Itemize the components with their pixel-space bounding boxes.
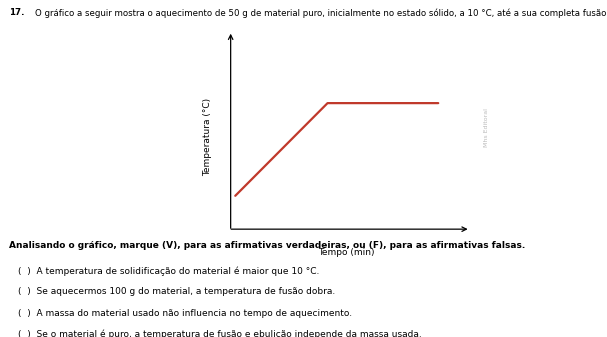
Text: (  )  A massa do material usado não influencia no tempo de aquecimento.: ( ) A massa do material usado não influe… xyxy=(18,309,352,318)
Text: (  )  Se aquecermos 100 g do material, a temperatura de fusão dobra.: ( ) Se aquecermos 100 g do material, a t… xyxy=(18,287,336,297)
Text: Temperatura (°C): Temperatura (°C) xyxy=(203,97,212,176)
Text: Mhs Editoral: Mhs Editoral xyxy=(484,108,489,147)
Text: O gráfico a seguir mostra o aquecimento de 50 g de material puro, inicialmente n: O gráfico a seguir mostra o aquecimento … xyxy=(35,8,607,18)
Text: 17.: 17. xyxy=(9,8,25,18)
Text: Analisando o gráfico, marque (V), para as afirmativas verdadeiras, ou (F), para : Analisando o gráfico, marque (V), para a… xyxy=(9,241,525,250)
Text: Tempo (min): Tempo (min) xyxy=(317,248,375,257)
Text: (  )  A temperatura de solidificação do material é maior que 10 °C.: ( ) A temperatura de solidificação do ma… xyxy=(18,266,319,276)
Text: (  )  Se o material é puro, a temperatura de fusão e ebulição independe da massa: ( ) Se o material é puro, a temperatura … xyxy=(18,330,422,337)
